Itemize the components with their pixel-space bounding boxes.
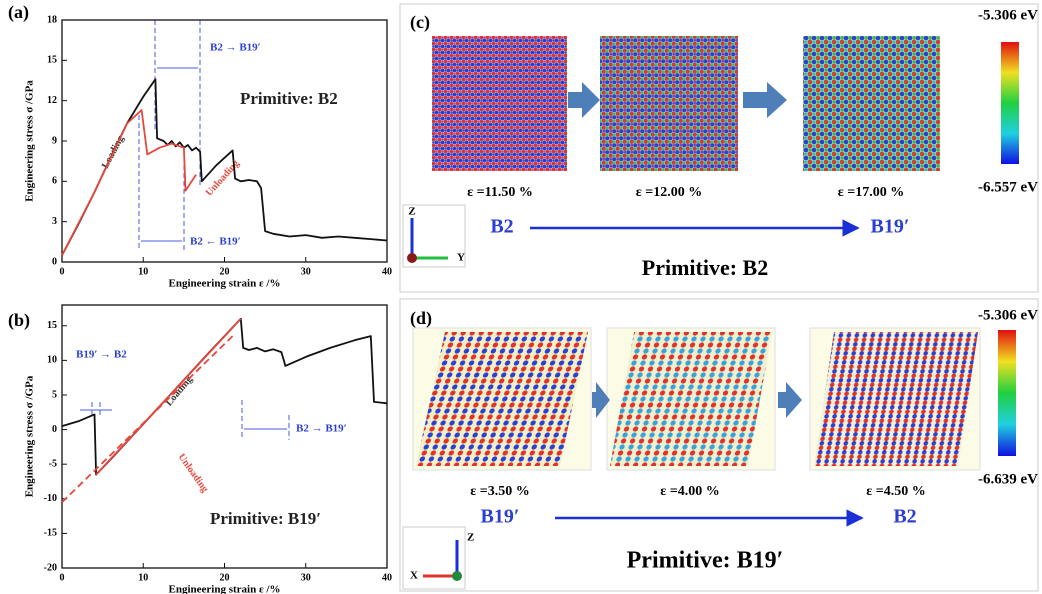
annotation: B2 ← B19′ bbox=[190, 236, 241, 248]
colorbar-min: -6.639 eV bbox=[978, 471, 1038, 487]
transition-guide bbox=[139, 20, 200, 250]
axis-origin bbox=[452, 571, 462, 581]
step-arrow bbox=[743, 82, 787, 118]
atom-snapshot bbox=[814, 332, 978, 466]
y-tick-label: 0 bbox=[52, 424, 57, 435]
y-tick-label: -15 bbox=[44, 528, 57, 539]
y-axis-label: Engineering stress σ /GPa bbox=[24, 375, 36, 497]
phase-from: B19′ bbox=[481, 506, 520, 528]
strain-label: ε =4.50 % bbox=[866, 484, 925, 499]
colorbar bbox=[998, 330, 1016, 456]
y-tick-label: 0 bbox=[52, 256, 57, 267]
x-tick-label: 0 bbox=[60, 266, 65, 277]
panel-c: (c) -5.306 eV -6.557 eV ε =11.50 % ε =12… bbox=[400, 4, 1038, 292]
phase-to: B19′ bbox=[871, 216, 910, 238]
annotation: B2 → B19′ bbox=[210, 42, 261, 54]
x-tick-label: 10 bbox=[138, 572, 148, 583]
x-axis-label: Engineering strain ε /% bbox=[169, 584, 281, 594]
atom-snapshot bbox=[600, 36, 738, 171]
colorbar-max: -5.306 eV bbox=[978, 7, 1038, 23]
y-tick-label: 3 bbox=[52, 216, 57, 227]
strain-label: ε =4.00 % bbox=[660, 484, 719, 499]
annotation: B19′ → B2 bbox=[76, 349, 127, 361]
phase-to: B2 bbox=[893, 506, 916, 528]
colorbar-max: -5.306 eV bbox=[978, 307, 1038, 323]
atom-snapshot bbox=[416, 332, 588, 466]
atom-snapshot bbox=[610, 332, 772, 466]
x-axis-label: Engineering strain ε /% bbox=[169, 278, 281, 290]
y-axis-label: Engineering stress σ /GPa bbox=[24, 80, 36, 202]
x-tick-label: 0 bbox=[60, 572, 65, 583]
y-tick-label: 15 bbox=[47, 55, 57, 66]
axis-name: X bbox=[410, 570, 418, 582]
y-tick-label: -5 bbox=[49, 458, 57, 469]
axis-name: Z bbox=[467, 532, 474, 544]
x-tick-label: 40 bbox=[382, 266, 392, 277]
x-tick-label: 10 bbox=[138, 266, 148, 277]
y-tick-label: 9 bbox=[52, 135, 57, 146]
data-line bbox=[62, 319, 387, 475]
panel-label: (d) bbox=[410, 308, 432, 329]
transition-guide bbox=[80, 400, 289, 440]
x-tick-label: 30 bbox=[301, 572, 311, 583]
panel-a: (a) Primitive: B2 B2 → B19′ B2 ← B19′ Lo… bbox=[8, 2, 392, 289]
atom-snapshot bbox=[432, 36, 567, 171]
phase-from: B2 bbox=[490, 216, 513, 238]
axis-origin bbox=[407, 253, 417, 263]
x-tick-label: 40 bbox=[382, 572, 392, 583]
y-tick-label: 15 bbox=[47, 320, 57, 331]
panel-title: Primitive: B19′ bbox=[627, 548, 784, 574]
panel-d: (d) -5.306 eV -6.639 eV ε =3.50 % ε =4.0… bbox=[400, 299, 1038, 591]
strain-label: ε =11.50 % bbox=[467, 185, 533, 200]
y-tick-label: -10 bbox=[44, 493, 57, 504]
panel-label: (b) bbox=[8, 310, 30, 331]
panel-b: (b) Primitive: B19′ B19′ → B2 B2 → B19′ … bbox=[8, 305, 392, 594]
axis-name: Y bbox=[457, 252, 465, 264]
y-tick-label: -20 bbox=[44, 562, 57, 573]
panel-title: Primitive: B2 bbox=[642, 255, 768, 280]
panel-label: (c) bbox=[410, 12, 430, 33]
x-tick-label: 30 bbox=[301, 266, 311, 277]
step-arrow bbox=[778, 382, 802, 418]
y-tick-label: 18 bbox=[47, 14, 57, 25]
strain-label: ε =3.50 % bbox=[470, 484, 529, 499]
annotation: B2 → B19′ bbox=[296, 423, 347, 435]
figure: (a) Primitive: B2 B2 → B19′ B2 ← B19′ Lo… bbox=[0, 0, 1042, 594]
annotation: Loading bbox=[164, 374, 195, 408]
y-tick-label: 5 bbox=[52, 389, 57, 400]
y-tick-label: 6 bbox=[52, 176, 57, 187]
data-line bbox=[62, 110, 196, 255]
data-line bbox=[96, 319, 241, 475]
y-tick-label: 10 bbox=[47, 355, 57, 366]
atom-snapshot bbox=[803, 36, 940, 171]
panel-label: (a) bbox=[8, 2, 29, 23]
step-arrow bbox=[568, 82, 600, 118]
x-tick-label: 20 bbox=[220, 266, 230, 277]
annotation: Primitive: B2 bbox=[240, 89, 338, 108]
x-tick-label: 20 bbox=[220, 572, 230, 583]
plot-frame bbox=[62, 20, 387, 262]
annotation: Primitive: B19′ bbox=[210, 509, 321, 528]
colorbar bbox=[1001, 42, 1019, 164]
colorbar-min: -6.557 eV bbox=[978, 179, 1038, 195]
strain-label: ε =12.00 % bbox=[636, 185, 702, 200]
y-tick-label: 12 bbox=[47, 95, 57, 106]
annotation: Unloading bbox=[176, 452, 211, 495]
strain-label: ε =17.00 % bbox=[838, 185, 904, 200]
axis-name: Z bbox=[408, 206, 415, 218]
